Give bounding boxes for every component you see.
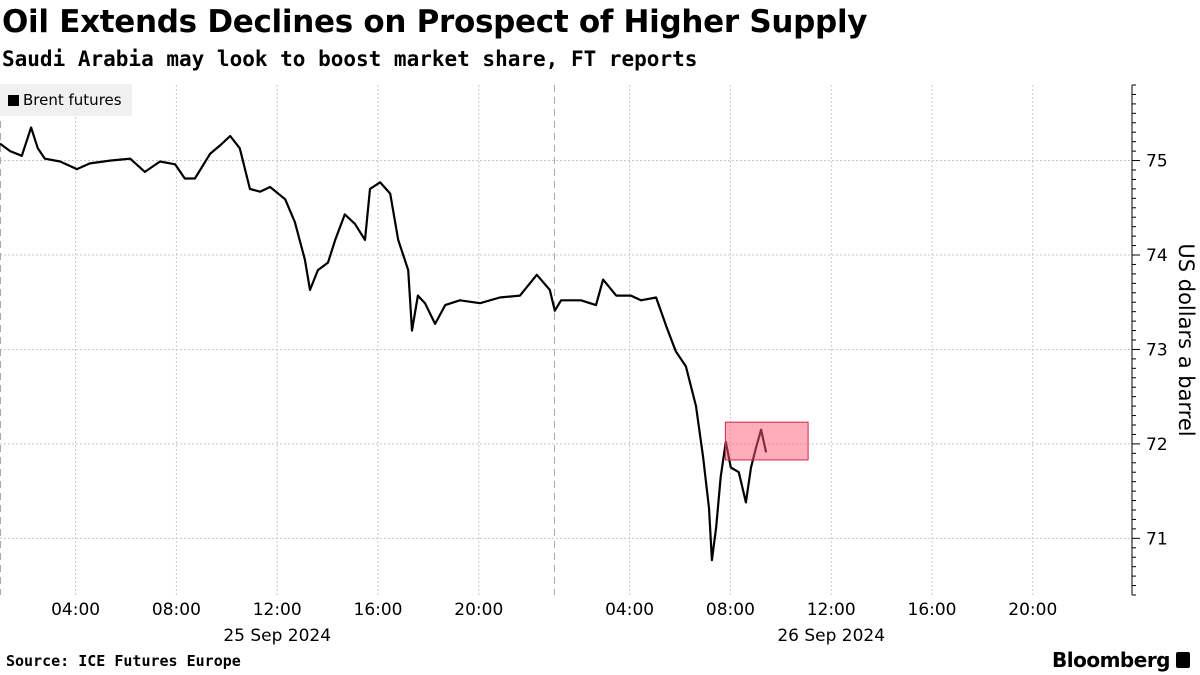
y-axis-label: US dollars a barrel <box>1174 243 1198 437</box>
series-line-brent-futures <box>0 126 768 562</box>
y-tick-label: 73 <box>1146 340 1168 360</box>
brand-name: Bloomberg <box>1052 648 1170 672</box>
highlight-box <box>724 421 809 461</box>
chart-subtitle: Saudi Arabia may look to boost market sh… <box>2 47 698 71</box>
legend-label: Brent futures <box>23 91 122 109</box>
source-note: Source: ICE Futures Europe <box>6 652 241 670</box>
bloomberg-logo: Bloomberg <box>1052 648 1190 672</box>
x-tick-label: 04:00 <box>51 600 100 620</box>
gridlines <box>0 85 1132 595</box>
x-tick-label: 08:00 <box>706 600 755 620</box>
legend: Brent futures <box>0 84 132 116</box>
y-tick-label: 74 <box>1146 246 1168 266</box>
y-tick-label: 75 <box>1146 152 1168 172</box>
y-tick-label: 72 <box>1146 435 1168 455</box>
x-tick-label: 08:00 <box>152 600 201 620</box>
x-date-label: 25 Sep 2024 <box>223 626 331 646</box>
x-tick-label: 12:00 <box>807 600 856 620</box>
x-date-label: 26 Sep 2024 <box>777 626 885 646</box>
x-tick-label: 20:00 <box>454 600 503 620</box>
x-tick-label: 12:00 <box>253 600 302 620</box>
y-tick-label: 71 <box>1146 529 1168 549</box>
x-tick-label: 16:00 <box>354 600 403 620</box>
bloomberg-logo-icon <box>1176 652 1190 668</box>
x-axis: 04:00 08:00 12:00 16:00 20:00 04:00 08:00 12:00… <box>51 600 1057 646</box>
x-tick-label: 04:00 <box>605 600 654 620</box>
annotations <box>724 421 809 461</box>
series-lines <box>0 126 768 562</box>
chart-title: Oil Extends Declines on Prospect of High… <box>2 4 868 40</box>
y-axis: 71 72 73 74 75 <box>1131 84 1168 596</box>
x-tick-label: 16:00 <box>908 600 957 620</box>
legend-swatch <box>8 94 19 106</box>
x-tick-label: 20:00 <box>1008 600 1057 620</box>
